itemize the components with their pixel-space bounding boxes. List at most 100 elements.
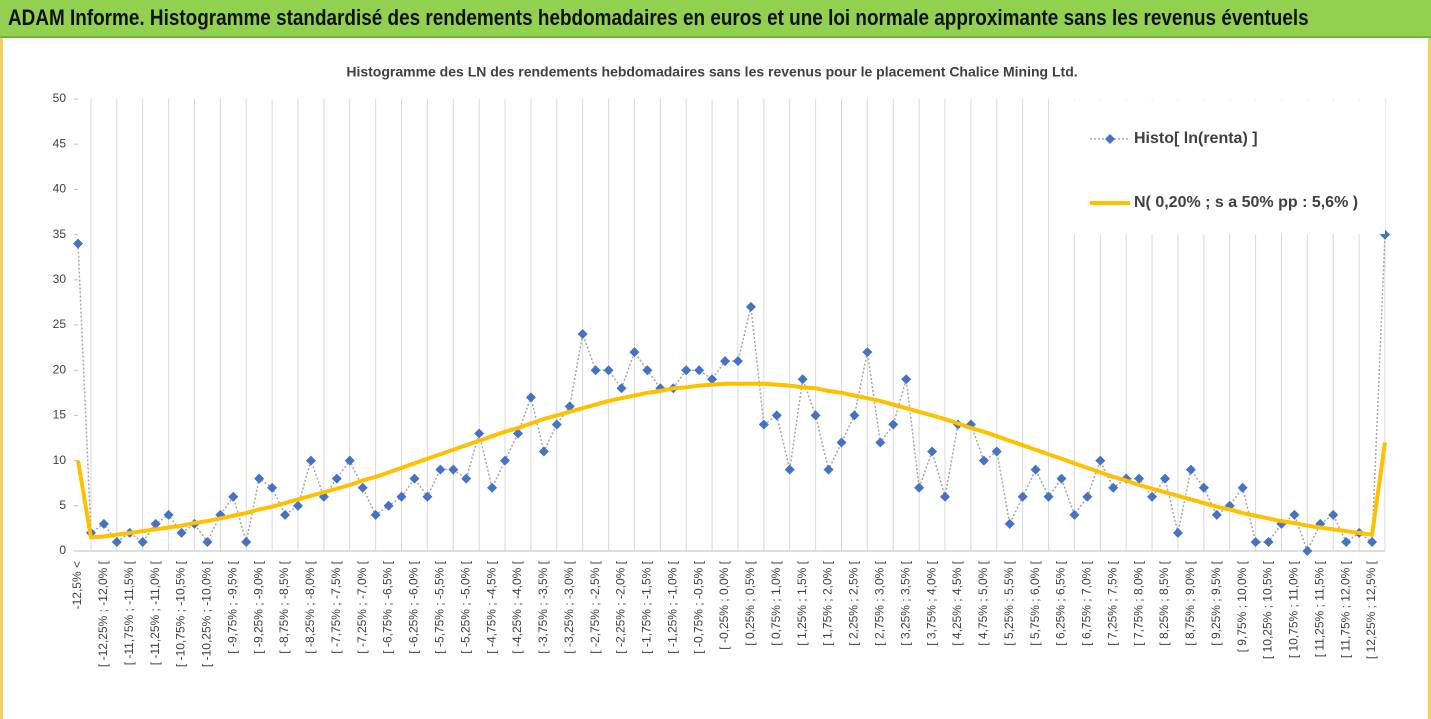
x-tick-label: [ -9,75% ; -9,5% [	[225, 560, 239, 653]
x-tick-label: [ -8,75% ; -8,5% [	[277, 560, 291, 653]
y-tick-label: 30	[53, 272, 67, 286]
data-point	[1043, 491, 1054, 502]
data-point	[500, 455, 511, 466]
data-point	[1198, 482, 1209, 493]
x-tick-label: [ 5,75% ; 6,0% [	[1028, 560, 1042, 645]
data-point	[564, 401, 575, 412]
data-point	[422, 491, 433, 502]
data-point	[862, 347, 873, 358]
x-tick-label: [ 3,75% ; 4,0% [	[924, 560, 938, 645]
data-point	[1082, 491, 1093, 502]
data-point	[914, 482, 925, 493]
data-point	[409, 473, 420, 484]
x-tick-label: [ 12,25% ; 12,5% [	[1364, 560, 1378, 659]
x-tick-label: [ -6,75% ; -6,5% [	[381, 560, 395, 653]
x-tick-label: [ -8,25% ; -8,0% [	[303, 560, 317, 653]
data-point	[940, 491, 951, 502]
data-point	[810, 410, 821, 421]
data-point	[849, 410, 860, 421]
x-tick-label: [ 9,25% ; 9,5% [	[1209, 560, 1223, 645]
data-point	[901, 374, 912, 385]
x-tick-label: [ 3,25% ; 3,5% [	[898, 560, 912, 645]
border	[0, 38, 3, 719]
y-tick-label: 15	[53, 408, 67, 422]
data-point	[163, 509, 174, 520]
data-point	[823, 464, 834, 475]
data-point	[1341, 536, 1352, 547]
data-point	[771, 410, 782, 421]
data-point	[784, 464, 795, 475]
data-point	[1263, 536, 1274, 547]
x-tick-label: [ 10,25% ; 10,5% [	[1261, 560, 1275, 659]
y-tick-label: 50	[53, 91, 67, 105]
x-tick-label: [ -11,75% ; -11,5% [	[122, 560, 136, 665]
data-point	[1017, 491, 1028, 502]
x-tick-label: [ -3,75% ; -3,5% [	[536, 560, 550, 653]
data-point	[1030, 464, 1041, 475]
x-tick-label: [ 0,25% ; 0,5% [	[743, 560, 757, 645]
data-point	[758, 419, 769, 430]
x-tick-label: [ 4,75% ; 5,0% [	[976, 560, 990, 645]
data-point	[370, 509, 381, 520]
data-point	[280, 509, 291, 520]
data-point	[1185, 464, 1196, 475]
y-tick-label: 35	[53, 227, 67, 241]
x-tick-label: [ 0,75% ; 1,0% [	[769, 560, 783, 645]
data-point	[745, 301, 756, 312]
x-tick-label: [ -9,25% ; -9,0% [	[251, 560, 265, 653]
data-point	[357, 482, 368, 493]
x-tick-label: [ -3,25% ; -3,0% [	[562, 560, 576, 653]
x-tick-label: [ 5,25% ; 5,5% [	[1002, 560, 1016, 645]
series-line	[77, 234, 1386, 553]
data-point	[642, 365, 653, 376]
x-tick-label: [ 1,75% ; 2,0% [	[821, 560, 835, 645]
data-point	[150, 518, 161, 529]
data-point	[137, 536, 148, 547]
data-point	[577, 329, 588, 340]
x-tick-label: [ -4,75% ; -4,5% [	[484, 560, 498, 653]
data-point	[927, 446, 938, 457]
data-point	[707, 374, 718, 385]
data-point	[1108, 482, 1119, 493]
x-tick-label: [ -4,25% ; -4,0% [	[510, 560, 524, 653]
data-point	[1328, 509, 1339, 520]
data-point	[551, 419, 562, 430]
x-tick-label: [ 8,75% ; 9,0% [	[1183, 560, 1197, 645]
x-tick-label: [ 2,75% ; 3,0% [	[872, 560, 886, 645]
chart-title: Histogramme des LN des rendements hebdom…	[346, 64, 1077, 80]
series-line	[76, 381, 1387, 540]
header-bar: ADAM Informe. Histogramme standardisé de…	[0, 0, 1431, 38]
data-point	[1237, 482, 1248, 493]
data-point	[888, 419, 899, 430]
x-tick-label: [ 6,75% ; 7,0% [	[1080, 560, 1094, 645]
x-tick-label: -12,5% <	[70, 561, 84, 609]
x-tick-label: [ -11,25% ; -11,0% [	[148, 560, 162, 665]
x-tick-label: [ -2,75% ; -2,5% [	[588, 560, 602, 653]
data-point	[202, 536, 213, 547]
x-tick-label: [ 9,75% ; 10,0% [	[1235, 560, 1249, 652]
data-point	[616, 383, 627, 394]
data-point	[241, 536, 252, 547]
x-tick-label: [ -7,25% ; -7,0% [	[355, 560, 369, 653]
data-point	[525, 392, 536, 403]
data-point	[461, 473, 472, 484]
data-point	[720, 356, 731, 367]
x-tick-label: [ 2,25% ; 2,5% [	[847, 560, 861, 645]
data-point	[1056, 473, 1067, 484]
y-tick-label: 5	[59, 498, 66, 512]
y-tick-label: 20	[53, 362, 67, 376]
x-tick-label: [ 7,25% ; 7,5% [	[1105, 560, 1119, 645]
data-point	[681, 365, 692, 376]
data-point	[1211, 509, 1222, 520]
data-point	[292, 500, 303, 511]
data-point	[694, 365, 705, 376]
x-tick-label: [ -0,75% ; -0,5% [	[691, 560, 705, 653]
x-tick-label: [ -10,25% ; -10,0% [	[200, 560, 214, 667]
x-tick-label: [ 11,75% ; 12,0% [	[1338, 560, 1352, 658]
x-tick-label: [ -5,25% ; -5,0% [	[458, 560, 472, 653]
data-point	[435, 464, 446, 475]
x-tick-label: [ 7,75% ; 8,0% [	[1131, 560, 1145, 645]
data-point	[836, 437, 847, 448]
x-tick-label: [ 6,25% ; 6,5% [	[1054, 560, 1068, 645]
legend-box	[1060, 100, 1385, 234]
